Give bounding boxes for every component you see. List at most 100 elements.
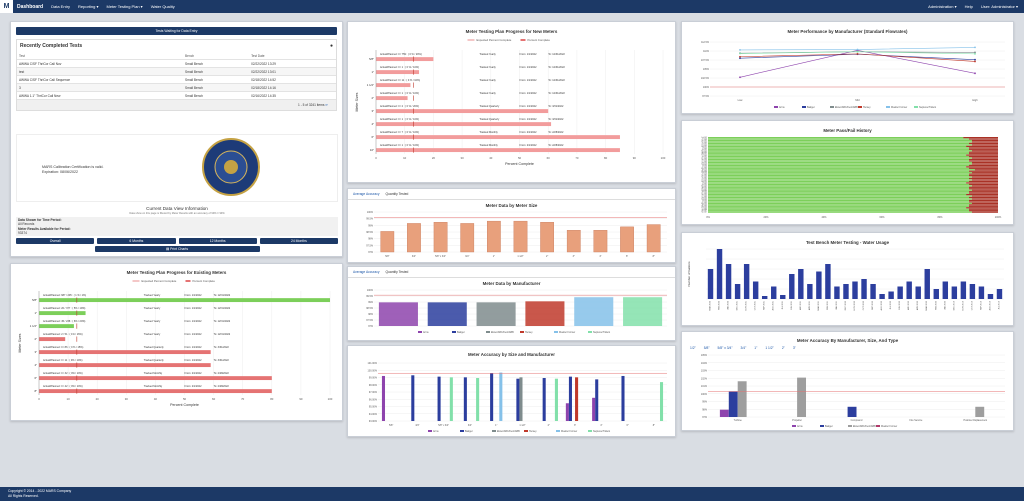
copyright: Copyright © 2014 - 2022 MARS Company — [8, 489, 72, 493]
tab-quantity-tested[interactable]: Quantity Tested — [385, 192, 409, 196]
y-tick-label: 104% — [701, 362, 708, 365]
y-tick-label: 4" — [34, 363, 37, 367]
x-tick-label: JUL 2019 — [998, 300, 1000, 309]
bar — [843, 284, 849, 299]
bar-from: From: 1/1/2022 — [185, 359, 203, 362]
x-axis-title: Percent Complete — [505, 162, 534, 166]
manufacturer-chart: 97% 97.5% 98% 98.5% 99% 99.5% 100% Arms Badger El… — [366, 289, 667, 334]
pass-bar — [708, 150, 972, 152]
size-tabs: 1/2" 5/8" 5/8" x 3/4" 3/4" 1" 1 1/2" 2" 3" — [682, 343, 1013, 353]
table-row[interactable]: test Small Bench 02/22/2022 13:01 — [17, 67, 336, 76]
bar — [433, 222, 448, 253]
nav-water-quality[interactable]: Water Quality — [150, 4, 175, 9]
pass-bar — [708, 139, 972, 142]
size-tab[interactable]: 3/4" — [740, 346, 747, 350]
col-bench[interactable]: Bench — [183, 52, 250, 60]
y-tick-label: Sep 2019 — [701, 180, 707, 182]
top-navbar: M Dashboard Data Entry Reporting ▾ Meter… — [0, 0, 1024, 13]
nav-administration[interactable]: Administration ▾ — [928, 4, 957, 9]
tab-average-accuracy[interactable]: Average Accuracy — [353, 192, 380, 196]
col-test-date[interactable]: Test Date — [249, 52, 336, 60]
x-tick-label: 40% — [821, 216, 827, 219]
tests-waiting-button[interactable]: Tests Waiting for Data Entry — [16, 27, 337, 35]
size-tab[interactable]: 1/2" — [690, 346, 696, 350]
bar-to: To: 12/31/2022 — [548, 79, 565, 82]
data-point — [974, 58, 976, 61]
col-test[interactable]: Test — [17, 52, 184, 60]
y-tick-label: 97% — [702, 416, 708, 419]
bar-to: To: 2/28/2022 — [214, 372, 230, 375]
nav-reporting[interactable]: Reporting ▾ — [78, 4, 99, 9]
x-tick-label: DEC 2020 — [845, 300, 847, 310]
progress-bar — [376, 122, 552, 127]
size-tab[interactable]: 5/8" — [703, 346, 710, 350]
fail-bar — [966, 166, 998, 168]
progress-bar — [376, 135, 620, 140]
legend-label: Neptune/Trident — [919, 106, 936, 109]
pass-bar — [708, 179, 972, 181]
pass-bar — [708, 188, 969, 190]
y-tick-label: Mar 2019 — [702, 188, 708, 190]
size-tab[interactable]: 3" — [792, 346, 796, 350]
bar-from: From: 2/1/2022 — [520, 131, 538, 134]
legend-swatch — [428, 430, 432, 432]
legend-label: Hersey — [525, 331, 533, 334]
nav-dashboard[interactable]: Dashboard — [17, 3, 44, 10]
data-point — [739, 52, 741, 55]
nav-user-menu[interactable]: User: Administrator ▾ — [980, 4, 1018, 9]
fail-bar — [971, 198, 998, 200]
fail-bar — [969, 191, 998, 193]
fail-bar — [969, 138, 998, 140]
nav-meter-testing-plan[interactable]: Meter Testing Plan ▾ — [106, 4, 143, 9]
pass-bar — [708, 157, 972, 159]
bar — [574, 297, 614, 326]
y-tick-label: 10" — [370, 148, 374, 152]
y-tick-label: Mar 2018 — [702, 206, 708, 208]
overall-button[interactable]: Overall — [16, 238, 95, 244]
size-tab[interactable]: 1" — [754, 346, 758, 350]
bar — [513, 220, 528, 253]
x-tick-label: 90 — [299, 397, 303, 401]
nav-help[interactable]: Help — [964, 4, 973, 9]
y-tick-label: 1 1/2" — [367, 83, 374, 87]
24-months-button[interactable]: 24 Months — [259, 238, 338, 244]
table-row[interactable]: 3 Small Bench 02/18/2022 14:16 — [17, 83, 336, 92]
app-logo[interactable]: M — [0, 0, 13, 13]
size-tab[interactable]: 5/8" x 3/4" — [717, 346, 733, 350]
bar-label: Actual/Planned: 687 / 205 : ( 1 % / 1%) — [43, 294, 86, 297]
tab-average-accuracy[interactable]: Average Accuracy — [353, 270, 380, 274]
tab-quantity-tested[interactable]: Quantity Tested — [385, 270, 409, 274]
pass-bar — [708, 196, 969, 199]
fail-bar — [969, 183, 998, 186]
bar-from: From: 2/1/2022 — [185, 385, 203, 388]
print-charts-button[interactable]: ▤ Print Charts — [94, 246, 260, 252]
table-row[interactable]: AWWA 1.1" ThriCor Call New Small Bench 02/… — [17, 91, 336, 100]
legend-percent: Percent Complete — [193, 279, 216, 283]
bar-frequency: Tracked Quarterly — [144, 346, 165, 349]
x-tick-label: High — [972, 98, 978, 102]
table-row[interactable]: AWWA C/SF ThriCor Call Nov Small Bench 02/… — [17, 59, 336, 68]
fail-bar — [971, 176, 998, 178]
bar-from: From: 1/1/2022 — [520, 105, 538, 108]
size-tab[interactable]: 1 1/2" — [765, 346, 774, 350]
fail-bar — [971, 139, 998, 142]
cell: Small Bench — [183, 91, 250, 100]
bar-label: Actual/Planned: 0 / 759 : ( 0 % / 20%) — [380, 53, 422, 56]
nav-data-entry[interactable]: Data Entry — [51, 4, 71, 9]
fail-bar — [969, 170, 998, 172]
pass-bar — [708, 163, 972, 165]
fail-bar — [971, 157, 998, 159]
6-months-button[interactable]: 6 Months — [97, 238, 176, 244]
size-tab[interactable]: 2" — [781, 346, 785, 350]
pass-bar — [708, 194, 967, 196]
bar-from: From: 1/1/2022 — [520, 92, 538, 95]
y-tick-label: Feb 2021 — [702, 155, 708, 157]
y-tick-label: 105% — [701, 354, 708, 357]
12-months-button[interactable]: 12 Months — [178, 238, 257, 244]
refresh-icon[interactable]: ⟳ — [325, 103, 328, 107]
table-row[interactable]: AWWA C/SF ThriCor Call Sequence Small Ben… — [17, 75, 336, 84]
cell: AWWA C/SF ThriCor Call Nov — [17, 59, 184, 68]
y-tick-label: 100% — [367, 289, 374, 292]
info-icon[interactable]: ● — [329, 43, 333, 49]
y-tick-label: 98% — [702, 408, 708, 411]
